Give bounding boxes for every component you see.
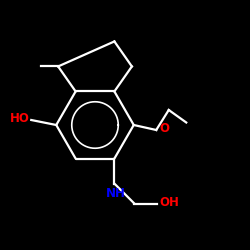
Text: NH: NH	[106, 187, 126, 200]
Text: HO: HO	[10, 112, 30, 125]
Text: OH: OH	[160, 196, 179, 209]
Text: O: O	[159, 122, 169, 135]
